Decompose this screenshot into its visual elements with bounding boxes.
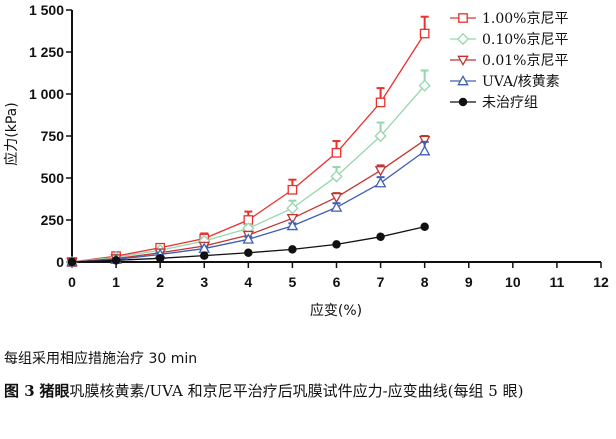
legend-label: 0.01%京尼平 [482, 53, 568, 69]
figure-caption: 图 3 猪眼巩膜核黄素/UVA 和京尼平治疗后巩膜试件应力-应变曲线(每组 5 … [4, 378, 614, 405]
caption-bold-text: 猪眼 [39, 382, 70, 400]
data-point [330, 201, 343, 212]
data-point [418, 145, 431, 156]
caption-label: 图 3 [4, 382, 35, 400]
data-point [111, 256, 121, 265]
data-point [374, 166, 387, 177]
legend-label: 0.10%京尼平 [482, 32, 568, 48]
data-point [67, 257, 77, 267]
x-tick-label: 12 [593, 274, 609, 290]
y-tick-label: 1 250 [29, 44, 64, 60]
legend-marker [457, 74, 469, 86]
x-tick-label: 2 [156, 274, 164, 290]
data-point [330, 192, 343, 204]
data-point [242, 233, 255, 244]
data-point [330, 170, 343, 183]
data-point [374, 129, 387, 143]
data-point [286, 213, 299, 225]
series-line [71, 150, 426, 263]
data-point [420, 222, 429, 231]
data-point [374, 177, 387, 188]
legend-label: UVA/核黄素 [482, 73, 560, 90]
y-axis-title: 应力(kPa) [3, 102, 20, 165]
data-point [286, 219, 299, 231]
legend-item: 0.10%京尼平 [450, 32, 568, 48]
y-tick-label: 0 [56, 254, 64, 270]
x-tick-label: 7 [377, 274, 385, 290]
legend-marker [457, 55, 469, 67]
data-point [199, 251, 209, 260]
x-tick-label: 0 [68, 274, 76, 290]
data-point [332, 240, 341, 249]
data-point [286, 202, 299, 215]
x-tick-label: 4 [244, 274, 252, 290]
x-tick-label: 11 [550, 274, 565, 290]
caption-text: 巩膜核黄素/UVA 和京尼平治疗后巩膜试件应力-应变曲线(每组 5 眼) [69, 382, 524, 400]
data-point [244, 248, 253, 258]
y-tick-label: 250 [41, 212, 65, 228]
legend-item: 未治疗组 [450, 95, 538, 111]
series-3 [66, 140, 431, 267]
x-tick-label: 9 [465, 274, 473, 290]
legend-item: 0.01%京尼平 [450, 53, 568, 69]
y-tick-label: 1 000 [29, 86, 64, 102]
legend-label: 未治疗组 [482, 95, 538, 111]
x-tick-label: 8 [421, 274, 429, 290]
x-tick-label: 3 [200, 274, 208, 290]
legend-marker [458, 97, 468, 107]
legend-item: UVA/核黄素 [450, 73, 560, 90]
legend-item: 1.00%京尼平 [450, 11, 568, 27]
data-point [288, 245, 297, 254]
legend-marker [456, 32, 470, 46]
y-tick-label: 750 [41, 128, 65, 144]
series-2 [66, 135, 431, 269]
data-point [331, 147, 342, 158]
data-point [155, 254, 165, 263]
x-tick-label: 5 [289, 274, 297, 290]
y-tick-label: 1 500 [29, 2, 64, 18]
series-4 [67, 222, 429, 267]
y-tick-label: 500 [41, 170, 65, 186]
data-point [287, 184, 298, 195]
data-point [419, 28, 430, 39]
x-tick-label: 1 [112, 274, 120, 290]
footnote: 每组采用相应措施治疗 30 min [4, 351, 198, 367]
x-tick-label: 6 [333, 274, 341, 290]
x-axis-title: 应变(%) [310, 302, 362, 319]
x-tick-label: 10 [505, 274, 521, 290]
data-point [418, 79, 431, 92]
data-point [375, 97, 386, 108]
data-point [418, 135, 431, 147]
legend-label: 1.00%京尼平 [482, 11, 568, 27]
data-point [376, 232, 385, 242]
legend-marker [458, 13, 468, 23]
series-line [71, 139, 426, 263]
